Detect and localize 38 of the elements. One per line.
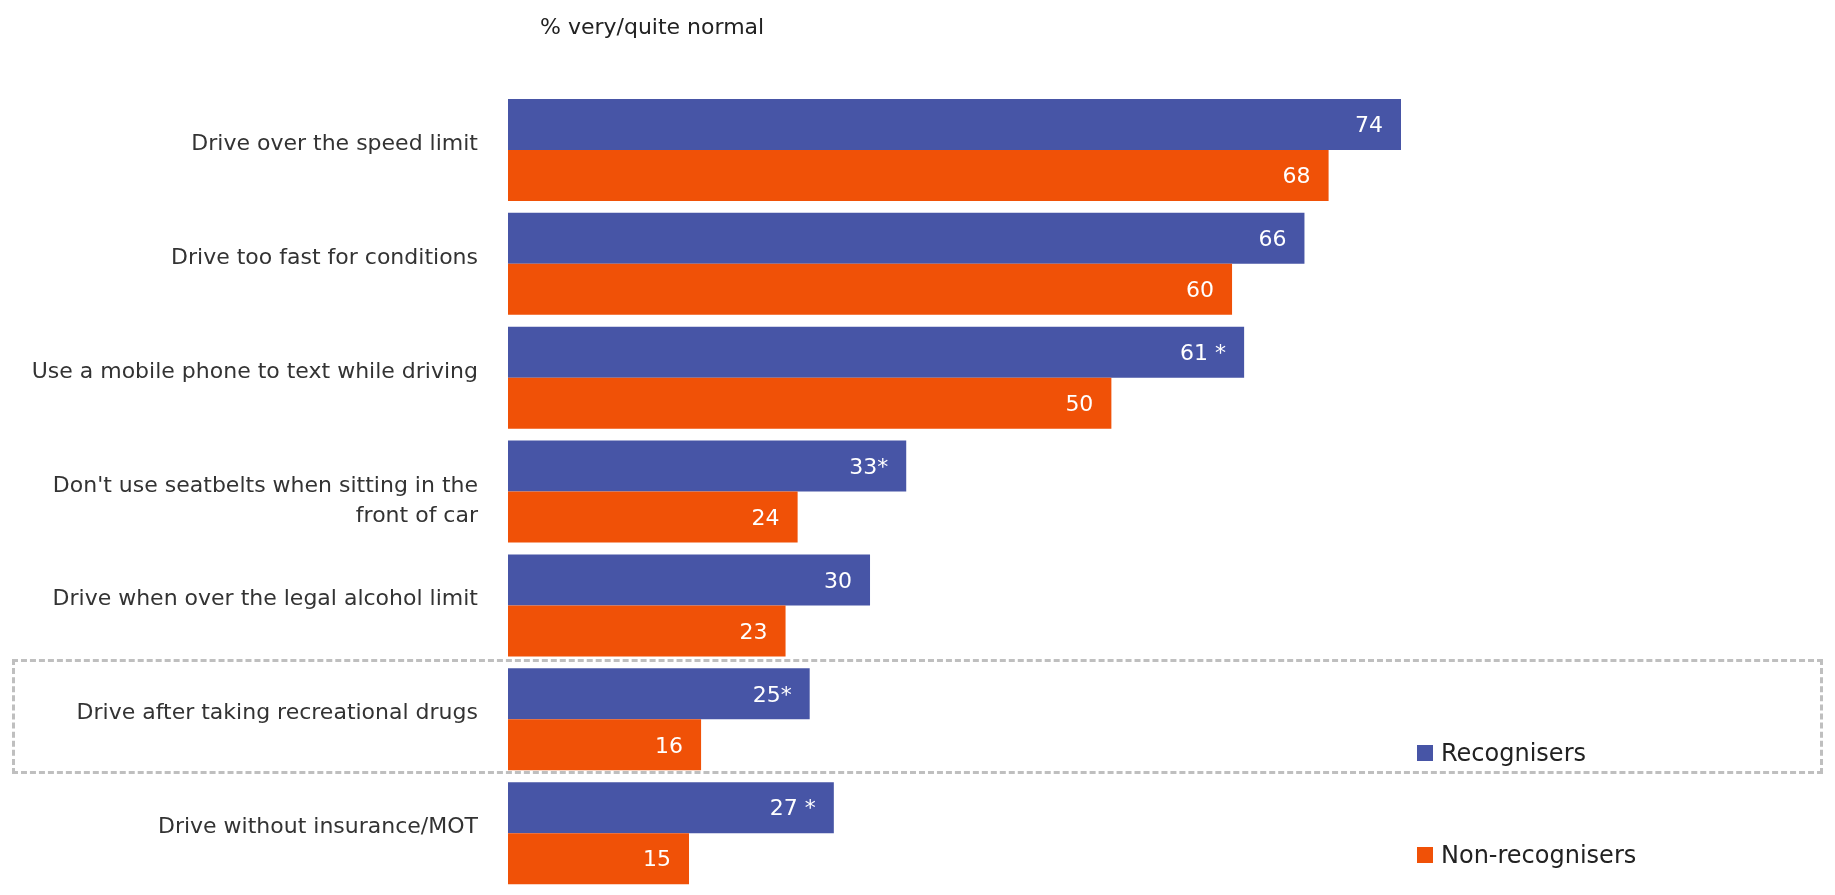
bar bbox=[508, 782, 834, 834]
bar bbox=[508, 99, 1401, 150]
bar bbox=[508, 326, 1245, 378]
y-tick-label: Drive when over the legal alcohol limit bbox=[52, 585, 479, 611]
bar bbox=[508, 212, 1305, 264]
bar bbox=[508, 833, 690, 885]
legend-label: Non-recognisers bbox=[1441, 841, 1637, 869]
bar bbox=[508, 263, 1233, 315]
data-label: 30 bbox=[824, 567, 853, 593]
data-label: 60 bbox=[1186, 277, 1215, 303]
y-tick-label: Use a mobile phone to text while driving bbox=[31, 357, 478, 383]
bar bbox=[508, 605, 786, 657]
data-label: 15 bbox=[643, 846, 672, 872]
data-label: 74 bbox=[1355, 112, 1383, 138]
data-label: 25* bbox=[752, 681, 792, 707]
bar bbox=[508, 668, 810, 720]
y-tick-label: Drive without insurance/MOT bbox=[157, 813, 479, 839]
data-label: 27 * bbox=[769, 795, 816, 821]
chart-title: % very/quite normal bbox=[540, 14, 765, 39]
data-label: 23 bbox=[739, 618, 768, 644]
y-tick-label: Drive after taking recreational drugs bbox=[76, 699, 478, 725]
bar bbox=[508, 377, 1112, 429]
y-tick-label: Don't use seatbelts when sitting in the front of car bbox=[52, 471, 479, 527]
bar bbox=[508, 491, 798, 543]
data-label: 16 bbox=[655, 732, 684, 758]
bar bbox=[508, 150, 1329, 201]
data-label: 50 bbox=[1065, 391, 1094, 417]
data-label: 33* bbox=[849, 453, 889, 479]
data-label: 61 * bbox=[1180, 340, 1227, 366]
data-label: 66 bbox=[1258, 226, 1287, 252]
data-label: 24 bbox=[751, 504, 780, 530]
y-tick-label: Drive over the speed limit bbox=[191, 129, 479, 155]
bar bbox=[508, 554, 871, 606]
legend-label: Recognisers bbox=[1441, 739, 1586, 767]
bar bbox=[508, 440, 907, 492]
data-label: 68 bbox=[1282, 163, 1311, 189]
y-tick-label: Drive too fast for conditions bbox=[171, 243, 478, 269]
bar bbox=[508, 719, 702, 771]
